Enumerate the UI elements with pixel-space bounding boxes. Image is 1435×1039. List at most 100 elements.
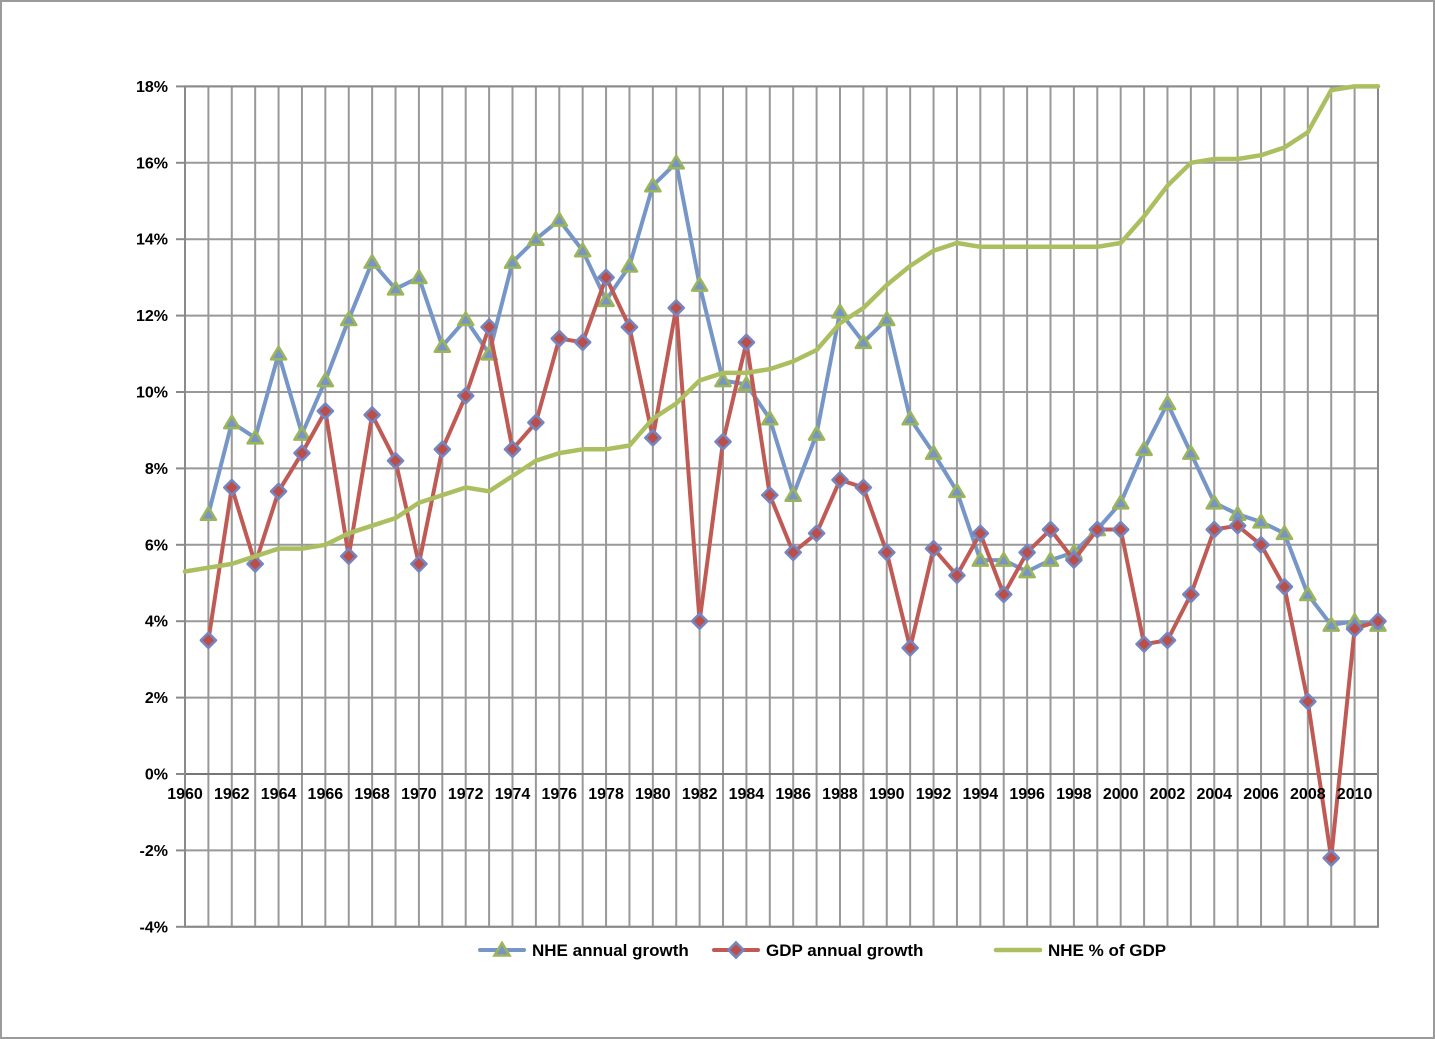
triangle-marker: [1018, 563, 1036, 579]
legend-label: NHE % of GDP: [1048, 941, 1166, 960]
y-axis-label: 2%: [145, 690, 168, 707]
series-nhe-of-gdp: [182, 84, 1381, 574]
diamond-marker: [714, 432, 732, 451]
triangle-marker: [807, 425, 826, 441]
triangle-marker: [667, 154, 686, 170]
diamond-marker: [316, 402, 335, 420]
diamond-marker: [877, 543, 896, 562]
legend-label: GDP annual growth: [766, 941, 923, 960]
triangle-marker: [1322, 616, 1341, 632]
diamond-marker: [737, 333, 756, 352]
x-axis-label: 1990: [869, 786, 905, 803]
triangle-marker: [363, 253, 381, 269]
x-axis-labels: 1960 1962 1964 1966 1968 1970 1972 1974 1976 1978…: [167, 786, 1372, 803]
y-axis-label: 16%: [136, 155, 168, 172]
triangle-marker: [1135, 441, 1153, 457]
triangle-marker: [1205, 494, 1224, 510]
triangle-marker: [714, 372, 732, 388]
triangle-marker: [597, 292, 615, 308]
y-axis-label: -4%: [140, 919, 168, 936]
triangle-marker: [199, 505, 218, 522]
triangle-marker: [410, 269, 428, 285]
diamond-marker: [971, 524, 990, 543]
diamond-marker: [924, 539, 943, 558]
y-axis-label: 10%: [136, 385, 168, 402]
x-axis-label: 1984: [729, 786, 765, 803]
x-axis-label: 2010: [1337, 786, 1373, 803]
diamond-marker: [1182, 585, 1200, 604]
gridlines: [184, 85, 1379, 928]
diamond-marker: [456, 387, 475, 405]
diamond-marker: [1065, 551, 1083, 569]
triangle-marker: [386, 280, 405, 296]
y-axis-labels: -4% -2% 0% 2% 4% 6% 8% 10% 12% 14% 16% 18%: [136, 79, 168, 936]
triangle-marker: [1182, 444, 1200, 460]
triangle-marker: [924, 444, 943, 460]
diamond-marker: [1345, 620, 1364, 638]
x-axis-label: 1970: [401, 786, 437, 803]
x-axis-label: 1972: [448, 786, 484, 803]
triangle-marker: [1299, 586, 1317, 602]
y-axis-label: 14%: [136, 232, 168, 249]
x-axis-label: 2008: [1290, 786, 1326, 803]
series-markers: [199, 268, 1387, 867]
y-axis-ticks: [176, 85, 185, 928]
series-gdp-annual-growth: [199, 268, 1387, 867]
diamond-marker: [831, 471, 849, 489]
y-axis-label: 12%: [136, 308, 168, 325]
legend: NHE annual growth GDP annual growth NHE % …: [478, 940, 1166, 960]
triangle-marker: [503, 253, 522, 269]
triangle-marker: [316, 372, 335, 388]
diamond-marker: [784, 543, 802, 562]
triangle-marker: [1275, 525, 1294, 541]
diamond-marker: [386, 451, 405, 470]
x-axis-label: 1978: [588, 786, 624, 803]
diamond-marker: [480, 318, 498, 336]
triangle-marker: [620, 257, 639, 273]
legend-item-nhe-annual-growth: NHE annual growth: [478, 940, 689, 960]
x-axis-label: 1986: [775, 786, 811, 803]
diamond-marker: [1322, 849, 1341, 867]
diamond-marker: [293, 444, 311, 462]
y-axis-label: -2%: [140, 843, 168, 860]
plot-border: [184, 85, 1379, 928]
diamond-marker: [690, 612, 709, 630]
x-axis-label: 2006: [1243, 786, 1279, 803]
y-axis-label: 8%: [145, 461, 168, 478]
triangle-marker: [1158, 395, 1177, 411]
triangle-marker: [877, 311, 896, 327]
diamond-marker: [527, 413, 545, 432]
y-axis-label: 0%: [145, 767, 168, 784]
triangle-marker: [1111, 494, 1130, 510]
triangle-marker: [831, 303, 849, 319]
triangle-marker: [456, 311, 475, 327]
triangle-marker: [573, 242, 592, 258]
diamond-marker: [1275, 578, 1294, 596]
diamond-marker: [410, 555, 428, 573]
triangle-marker: [246, 429, 264, 445]
diamond-marker: [339, 547, 358, 566]
diamond-marker: [854, 478, 873, 497]
diamond-marker: [761, 486, 779, 504]
diamond-marker: [1041, 520, 1060, 539]
x-axis-label: 1974: [495, 786, 531, 803]
diamond-marker: [222, 478, 241, 497]
diamond-marker: [1252, 536, 1270, 554]
legend-label: NHE annual growth: [532, 941, 689, 960]
triangle-marker: [222, 414, 241, 430]
diamond-marker: [807, 524, 826, 543]
x-axis-label: 1998: [1056, 786, 1092, 803]
x-axis-label: 1994: [963, 786, 999, 803]
diamond-marker: [948, 566, 966, 585]
diamond-marker: [269, 482, 288, 501]
x-axis-label: 2002: [1150, 786, 1186, 803]
triangle-marker: [971, 551, 990, 567]
diamond-marker: [199, 631, 218, 650]
y-axis-label: 6%: [145, 537, 168, 554]
triangle-marker: [1252, 513, 1270, 529]
diamond-marker: [1369, 612, 1387, 630]
x-axis-label: 1988: [822, 786, 858, 803]
x-axis-label: 2004: [1196, 786, 1232, 803]
x-axis-label: 1962: [214, 786, 250, 803]
